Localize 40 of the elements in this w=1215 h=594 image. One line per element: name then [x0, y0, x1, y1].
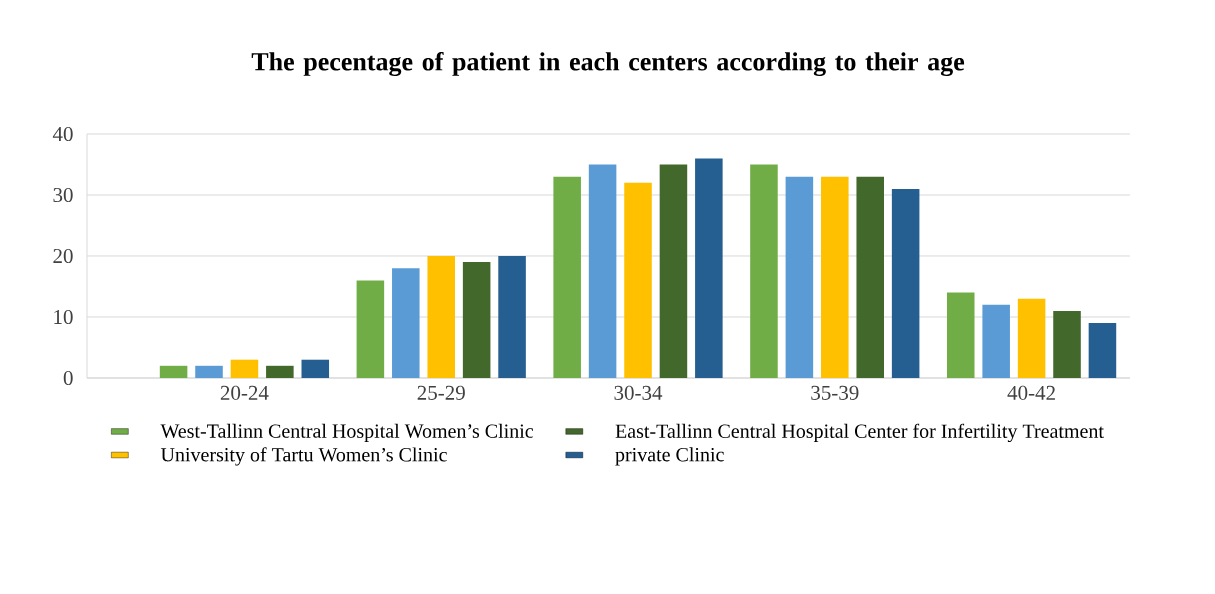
bar	[659, 164, 688, 378]
y-tick-label: 40	[52, 126, 73, 142]
x-tick-label: 35-39	[811, 385, 859, 400]
legend-label: private Clinic	[615, 447, 724, 466]
x-tick-label: 25-29	[417, 385, 465, 400]
x-tick-label: 20-24	[220, 385, 269, 400]
bar	[356, 280, 385, 378]
bar	[624, 182, 652, 378]
bar	[891, 188, 920, 378]
legend-label: West-Tallinn Central Hospital Women’s Clinic	[160, 423, 534, 442]
bar	[553, 176, 581, 378]
legend-label: East-Tallinn Central Hospital Center for Infertility Treatment	[615, 423, 1104, 443]
bar	[821, 176, 849, 378]
y-tick-label: 20	[53, 248, 73, 264]
bar	[498, 256, 526, 378]
bar	[750, 164, 778, 378]
y-tick-label: 0	[63, 370, 73, 386]
y-tick-label: 10	[54, 309, 73, 325]
bar	[462, 262, 491, 378]
y-tick-label: 30	[53, 187, 73, 203]
bar	[195, 365, 223, 378]
bar	[695, 158, 723, 378]
x-tick-label: 40-42	[1007, 385, 1055, 400]
legend-label: University of Tartu Women’s Clinic	[160, 447, 447, 466]
bar	[266, 365, 294, 378]
bar	[159, 365, 188, 378]
bar	[392, 268, 420, 378]
bar	[946, 292, 975, 378]
bar	[427, 256, 455, 378]
chart-title: The pecentage of patient in each centers according to their age	[251, 51, 965, 77]
bar	[856, 176, 884, 378]
bar	[785, 176, 814, 378]
bar	[1088, 323, 1117, 378]
bar	[301, 359, 330, 378]
bar	[1053, 310, 1081, 378]
bar	[1017, 298, 1046, 378]
bar	[982, 304, 1010, 378]
x-tick-label: 30-34	[614, 385, 663, 400]
bar	[588, 164, 617, 378]
bar	[230, 359, 259, 378]
